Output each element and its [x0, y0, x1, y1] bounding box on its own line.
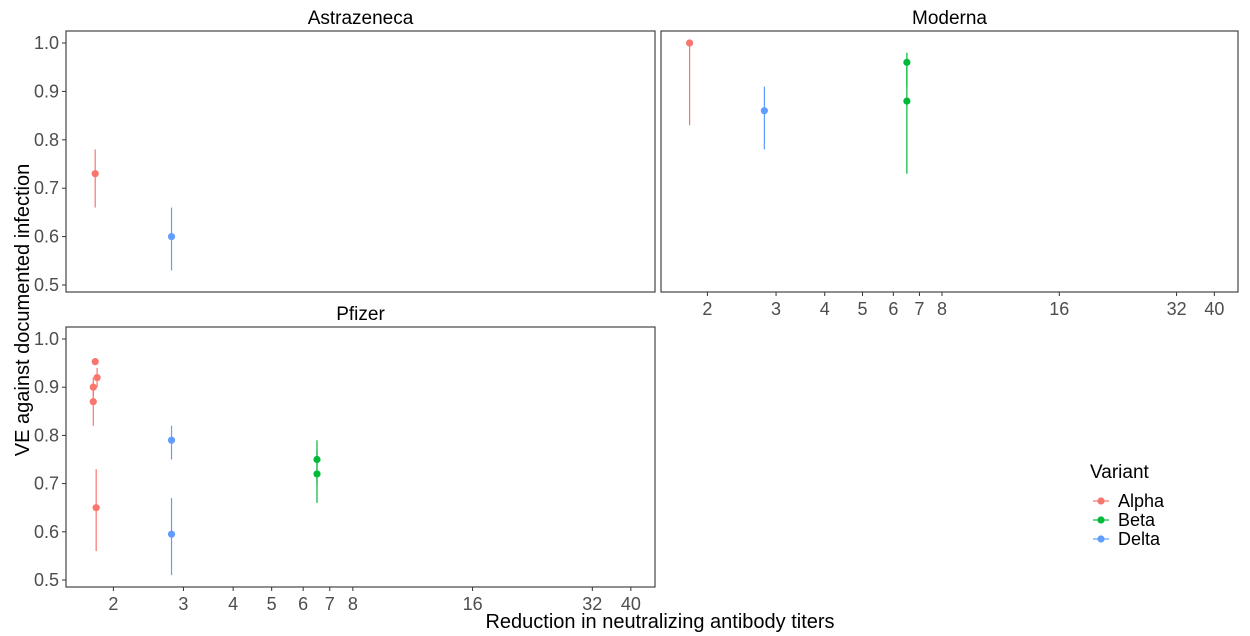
- data-point-beta: [903, 58, 911, 66]
- data-point-alpha: [92, 504, 100, 512]
- panel-title: Pfizer: [336, 304, 385, 325]
- x-tick-label: 32: [1167, 299, 1187, 319]
- y-tick-label: 0.7: [34, 178, 59, 198]
- legend-label-alpha: Alpha: [1118, 491, 1165, 511]
- panel-border: [65, 326, 656, 588]
- panel-title: Moderna: [912, 8, 987, 29]
- x-tick-label: 40: [1204, 299, 1224, 319]
- legend-key-point-delta: [1097, 535, 1105, 543]
- data-point-beta: [313, 470, 321, 478]
- y-tick-label: 0.8: [34, 425, 59, 445]
- y-tick-label: 0.8: [34, 130, 59, 150]
- y-tick-label: 0.9: [34, 377, 59, 397]
- x-tick-label: 5: [267, 594, 277, 614]
- data-point-beta: [903, 97, 911, 105]
- x-tick-label: 40: [621, 594, 641, 614]
- y-tick-label: 0.7: [34, 474, 59, 494]
- y-tick-label: 1.0: [34, 33, 59, 53]
- y-tick-label: 0.6: [34, 227, 59, 247]
- x-tick-label: 6: [298, 594, 308, 614]
- panel-border: [660, 30, 1239, 293]
- x-tick-label: 16: [1049, 299, 1069, 319]
- y-tick-label: 0.5: [34, 570, 59, 590]
- data-point-alpha: [686, 39, 694, 47]
- x-tick-label: 5: [857, 299, 867, 319]
- data-point-delta: [167, 530, 176, 538]
- x-tick-label: 32: [582, 594, 602, 614]
- data-point-alpha: [91, 170, 99, 178]
- y-axis-title: VE against documented infection: [12, 164, 34, 456]
- panel-title: Astrazeneca: [308, 8, 414, 29]
- x-tick-label: 8: [937, 299, 947, 319]
- legend-label-beta: Beta: [1118, 510, 1156, 530]
- x-tick-label: 7: [914, 299, 924, 319]
- legend-title: Variant: [1090, 462, 1150, 483]
- x-tick-label: 8: [348, 594, 358, 614]
- panel-astrazeneca: Astrazeneca 0.5 0.6 0.7 0.8 0.9 1.0: [34, 8, 656, 295]
- panel-pfizer: Pfizer 0.5 0.6 0.7 0.8 0.9 1.0 2 3 4 5 6 7 8 16 32 40: [34, 304, 656, 614]
- x-tick-label: 2: [108, 594, 118, 614]
- x-tick-label: 6: [888, 299, 898, 319]
- x-tick-label: 16: [463, 594, 483, 614]
- x-tick-label: 3: [178, 594, 188, 614]
- data-point-alpha: [91, 358, 99, 366]
- x-tick-label: 3: [771, 299, 781, 319]
- y-tick-label: 0.6: [34, 522, 59, 542]
- y-tick-label: 1.0: [34, 329, 59, 349]
- legend-key-point-alpha: [1097, 497, 1105, 505]
- data-point-delta: [167, 436, 176, 444]
- x-axis-title: Reduction in neutralizing antibody titer…: [485, 611, 834, 633]
- panel-border: [65, 30, 656, 293]
- legend-key-point-beta: [1097, 516, 1105, 524]
- y-tick-label: 0.5: [34, 275, 59, 295]
- data-point-delta: [167, 233, 176, 241]
- x-tick-label: 2: [702, 299, 712, 319]
- data-point-alpha: [89, 398, 97, 406]
- legend-label-delta: Delta: [1118, 529, 1161, 549]
- data-point-alpha: [93, 373, 101, 382]
- x-tick-label: 4: [820, 299, 830, 319]
- y-tick-label: 0.9: [34, 81, 59, 101]
- panel-moderna: Moderna 2 3 4 5 6 7 8 16 32 40: [660, 8, 1239, 319]
- x-tick-label: 7: [325, 594, 335, 614]
- data-point-delta: [760, 107, 768, 115]
- x-tick-label: 4: [228, 594, 238, 614]
